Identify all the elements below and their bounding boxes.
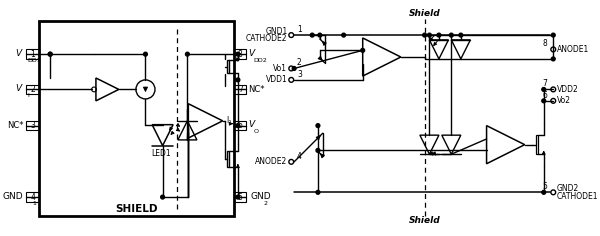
Text: Vo1: Vo1 (274, 64, 287, 73)
Text: 3: 3 (297, 70, 302, 79)
Bar (234, 49, 247, 59)
Text: 4: 4 (30, 193, 35, 202)
Circle shape (236, 52, 240, 56)
Text: 1: 1 (32, 201, 36, 206)
Text: SHIELD: SHIELD (115, 203, 158, 214)
Circle shape (449, 33, 453, 37)
Text: 1: 1 (30, 50, 35, 59)
Text: 2: 2 (263, 201, 268, 206)
Circle shape (361, 48, 365, 52)
Bar (26, 49, 39, 59)
Circle shape (236, 195, 240, 199)
Text: DD1: DD1 (28, 58, 41, 63)
Text: NC*: NC* (7, 121, 23, 130)
Bar (26, 85, 39, 94)
Text: V: V (248, 120, 254, 129)
Circle shape (427, 33, 431, 37)
Circle shape (48, 52, 52, 56)
Circle shape (161, 195, 164, 199)
Circle shape (316, 190, 320, 194)
Text: Vo2: Vo2 (557, 96, 571, 105)
Circle shape (342, 33, 346, 37)
Circle shape (185, 52, 189, 56)
Text: CATHODE2: CATHODE2 (246, 34, 287, 43)
Text: Shield: Shield (409, 216, 440, 225)
Circle shape (542, 88, 545, 91)
Text: 7: 7 (542, 79, 548, 88)
Text: 8: 8 (238, 50, 242, 59)
Text: 1: 1 (297, 25, 302, 34)
Text: 2: 2 (30, 85, 35, 94)
Text: NC*: NC* (248, 85, 265, 94)
Circle shape (316, 124, 320, 127)
Text: LED1: LED1 (151, 149, 170, 158)
Circle shape (551, 57, 555, 61)
Text: DD2: DD2 (253, 58, 267, 63)
Text: ANODE1: ANODE1 (557, 45, 589, 54)
Bar (26, 192, 39, 202)
Bar (39, 21, 234, 216)
Text: 2: 2 (297, 58, 302, 67)
Bar (227, 151, 229, 167)
Text: 8: 8 (543, 39, 548, 48)
Circle shape (316, 148, 320, 152)
Text: CATHODE1: CATHODE1 (557, 192, 599, 201)
Text: O: O (253, 129, 258, 135)
Text: GND1: GND1 (265, 27, 287, 36)
Text: 5: 5 (542, 182, 548, 191)
Text: GND: GND (250, 192, 271, 201)
Circle shape (459, 33, 463, 37)
Text: Shield: Shield (409, 9, 440, 18)
Text: VDD1: VDD1 (266, 75, 287, 84)
Text: I: I (28, 93, 29, 98)
Text: 3: 3 (30, 121, 35, 130)
Bar (227, 60, 229, 73)
Circle shape (542, 190, 545, 194)
Text: GND: GND (3, 192, 23, 201)
Text: GND2: GND2 (557, 184, 580, 193)
Bar (234, 121, 247, 130)
Text: 7: 7 (238, 85, 243, 94)
Bar (234, 85, 247, 94)
Text: V: V (248, 49, 254, 58)
Bar (536, 135, 538, 154)
Bar (26, 121, 39, 130)
Circle shape (551, 33, 555, 37)
Text: 4: 4 (297, 152, 302, 161)
Text: ANODE2: ANODE2 (255, 157, 287, 166)
Circle shape (318, 33, 322, 37)
Circle shape (143, 52, 148, 56)
Text: 6: 6 (542, 91, 548, 100)
Circle shape (48, 52, 52, 56)
Text: VDD2: VDD2 (557, 85, 579, 94)
Circle shape (437, 33, 441, 37)
Circle shape (236, 78, 240, 82)
Bar (234, 192, 247, 202)
Text: V: V (16, 49, 22, 58)
Text: 5: 5 (238, 193, 243, 202)
Text: V: V (16, 84, 22, 93)
Text: Iₒ: Iₒ (226, 116, 231, 125)
Text: 6: 6 (238, 121, 243, 130)
Circle shape (236, 124, 240, 127)
Circle shape (542, 99, 545, 103)
Circle shape (310, 33, 314, 37)
Circle shape (423, 33, 427, 37)
Circle shape (292, 67, 296, 70)
